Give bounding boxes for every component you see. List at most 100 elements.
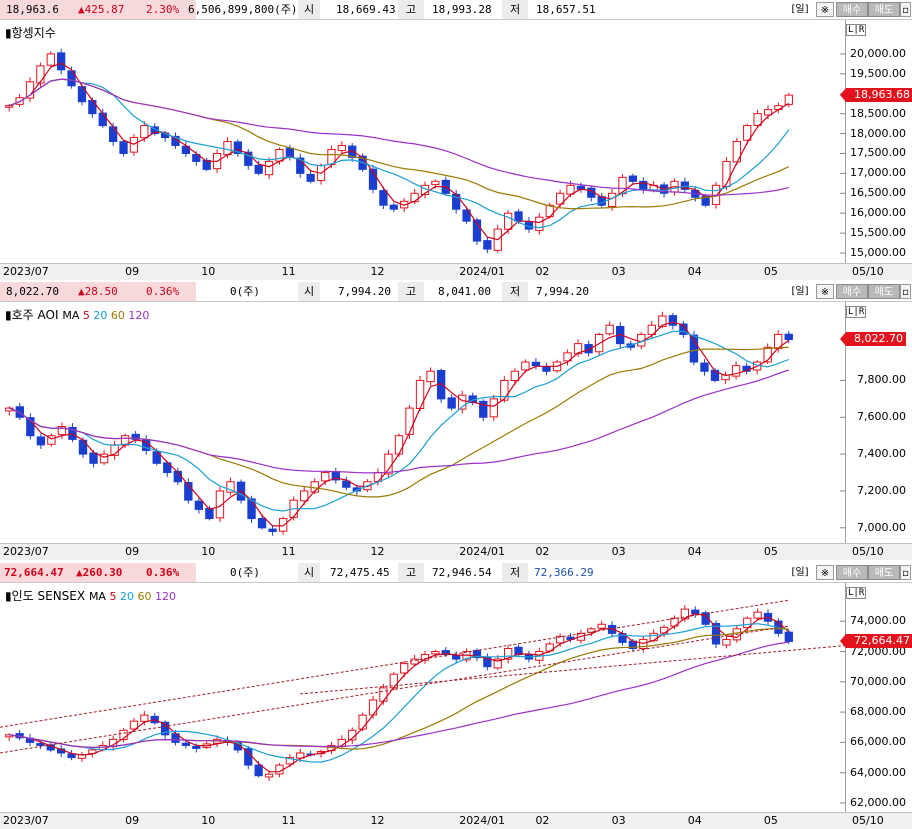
candle-body xyxy=(384,453,393,475)
candle-body xyxy=(504,647,513,660)
ma-legend-item: 120 xyxy=(154,590,176,603)
x-tick-label: 09 xyxy=(125,265,140,278)
candle-body xyxy=(160,721,170,736)
candle-body xyxy=(296,157,305,174)
percent-value: 0.36% xyxy=(132,282,196,301)
ma20-line xyxy=(9,623,789,763)
x-tick-label: 10 xyxy=(201,265,216,278)
current-price-tag: 18,963.68 xyxy=(840,88,912,103)
candle-body xyxy=(194,500,204,510)
trend-line xyxy=(0,625,791,754)
day-button[interactable]: [일] xyxy=(791,4,809,15)
ma-legend-item: 60 xyxy=(137,590,155,603)
x-tick-label: 10 xyxy=(201,814,216,827)
settings-icon[interactable]: ※ xyxy=(816,565,834,580)
lr-toggle[interactable]: L|R xyxy=(846,306,867,318)
candle-body xyxy=(679,323,688,335)
restore-icon[interactable]: ▫ xyxy=(900,2,911,17)
settings-icon[interactable]: ※ xyxy=(816,284,834,299)
candle-body xyxy=(368,699,378,716)
candle-body xyxy=(472,219,482,242)
candle-body xyxy=(300,490,309,502)
candle-body xyxy=(342,480,351,488)
high-value: 72,946.54 xyxy=(432,566,492,579)
chart-title: ▮항셍지수 xyxy=(5,26,56,40)
candle-body xyxy=(400,663,409,674)
candle-body xyxy=(264,773,274,778)
sell-button[interactable]: 매도 xyxy=(868,284,900,299)
lr-toggle[interactable]: L|R xyxy=(846,587,867,599)
low-value: 72,366.29 xyxy=(534,566,594,579)
sensex-panel: 72,664.47 ▲260.30 0.36% 0(주) 시 72,475.45… xyxy=(0,563,912,829)
open-value: 72,475.45 xyxy=(330,566,390,579)
x-tick-label: 2024/01 xyxy=(459,545,505,558)
day-button[interactable]: [일] xyxy=(791,286,809,297)
sell-button[interactable]: 매도 xyxy=(868,2,900,17)
current-price-tag: 72,664.47 xyxy=(840,634,912,649)
high-value: 8,041.00 xyxy=(438,285,491,298)
restore-icon[interactable]: ▫ xyxy=(900,284,911,299)
chart-plot-area[interactable]: ▮인도 SENSEX MA 5 20 60 120 xyxy=(0,583,846,812)
candle-body xyxy=(337,145,346,152)
candle-body xyxy=(722,638,731,646)
panel-header: 8,022.70 ▲28.50 0.36% 0(주) 시 7,994.20 고 … xyxy=(0,282,912,302)
candle-body xyxy=(129,720,139,730)
ma5-line xyxy=(8,62,790,241)
candle-body xyxy=(368,168,378,190)
open-label: 시 xyxy=(298,0,320,19)
buy-button[interactable]: 매수 xyxy=(836,284,868,299)
price-value: 18,963.68 xyxy=(0,0,66,19)
candle-body xyxy=(15,406,24,418)
x-tick-label: 03 xyxy=(611,265,626,278)
x-tick-label: 10 xyxy=(201,545,216,558)
y-tick-label: 64,000.00 xyxy=(850,765,906,779)
candle-body xyxy=(5,105,14,108)
volume-value: 0(주) xyxy=(230,285,260,298)
x-tick-label: 03 xyxy=(611,814,626,827)
buy-button[interactable]: 매수 xyxy=(836,565,868,580)
candle-body xyxy=(731,365,741,377)
candle-body xyxy=(573,343,583,355)
y-tick-label: 7,400.00 xyxy=(857,447,906,461)
x-tick-label: 2024/01 xyxy=(459,265,505,278)
y-tick-label: 68,000.00 xyxy=(850,705,906,719)
buy-button[interactable]: 매수 xyxy=(836,2,868,17)
candle-body xyxy=(181,742,191,746)
y-tick-label: 16,000.00 xyxy=(850,206,906,220)
y-tick-label: 7,000.00 xyxy=(857,520,906,534)
volume-value: 0(주) xyxy=(230,566,260,579)
candle-body xyxy=(458,394,467,410)
restore-icon[interactable]: ▫ xyxy=(900,565,911,580)
x-tick-label: 09 xyxy=(125,814,140,827)
x-tick-label: 02 xyxy=(535,814,550,827)
chart-plot-area[interactable]: ▮항셍지수 xyxy=(0,20,846,263)
settings-icon[interactable]: ※ xyxy=(816,2,834,17)
panel-header: 18,963.68 ▲425.87 2.30% 6,506,899,800(주)… xyxy=(0,0,912,20)
candle-body xyxy=(483,240,492,250)
ma120-line xyxy=(9,641,789,748)
ma5-line xyxy=(9,321,790,527)
y-tick-label: 15,000.00 xyxy=(850,246,906,260)
candle-body xyxy=(36,436,46,446)
x-tick-label: 05/10 xyxy=(852,814,884,827)
candle-body xyxy=(743,617,752,629)
sensex-chart xyxy=(0,599,846,804)
x-tick-label: 11 xyxy=(281,265,296,278)
ma-legend-item: 5 xyxy=(109,590,120,603)
candle-body xyxy=(373,472,383,482)
candle-body xyxy=(784,94,793,105)
price-axis: 20,000.0019,500.0019,000.0018,500.0018,0… xyxy=(846,20,912,263)
candle-body xyxy=(489,398,498,418)
chart-plot-area[interactable]: ▮호주 AOI MA 5 20 60 120 xyxy=(0,302,846,543)
candle-body xyxy=(472,649,482,659)
y-tick-label: 20,000.00 xyxy=(850,46,906,60)
sell-button[interactable]: 매도 xyxy=(868,565,900,580)
candle-body xyxy=(389,204,398,210)
trend-line xyxy=(299,644,846,695)
candle-body xyxy=(321,472,330,482)
candle-body xyxy=(711,623,721,645)
day-button[interactable]: [일] xyxy=(791,567,809,578)
lr-toggle[interactable]: L|R xyxy=(846,24,867,36)
candle-body xyxy=(605,324,614,335)
y-tick-label: 16,500.00 xyxy=(850,186,906,200)
